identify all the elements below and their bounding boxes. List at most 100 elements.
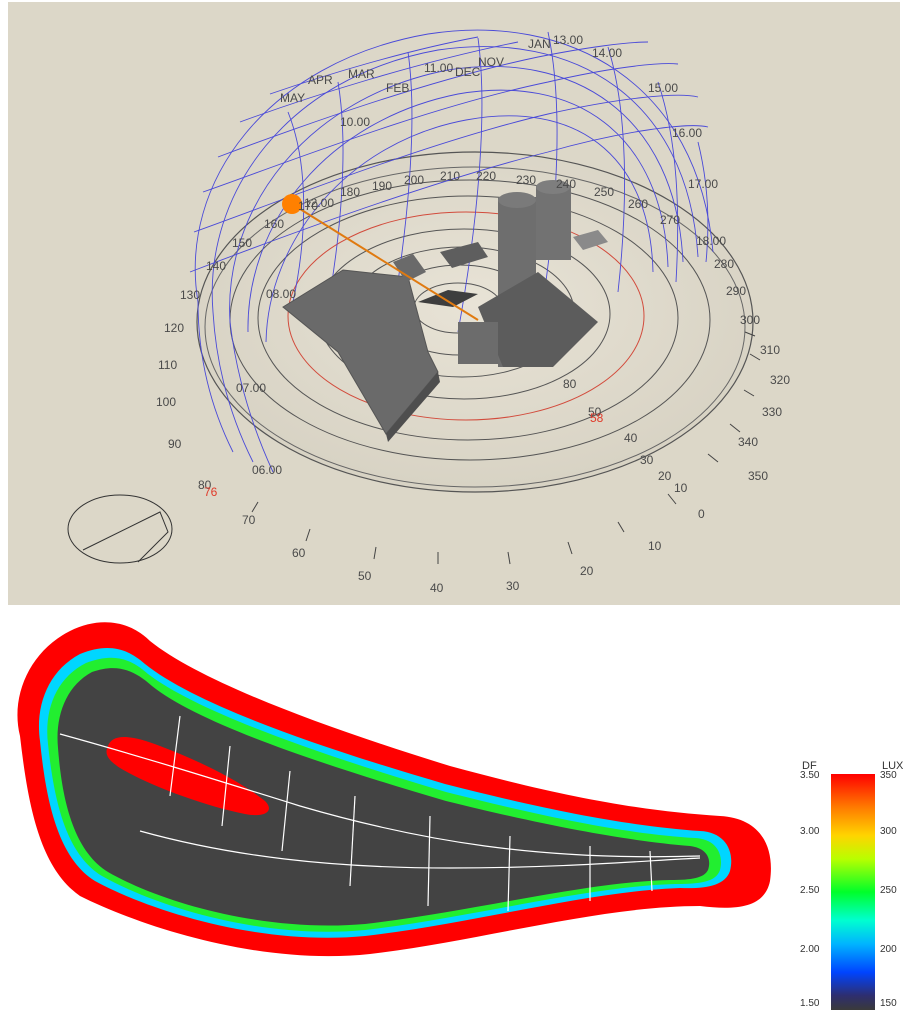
- month-label: DEC: [455, 65, 481, 79]
- azimuth-label: 10: [648, 539, 662, 553]
- legend-df-tick: 2.50: [800, 885, 820, 896]
- window-lines: [59, 715, 701, 912]
- azimuth-label: 320: [770, 373, 790, 387]
- month-label: JAN: [528, 37, 551, 51]
- legend-df-tick: 3.50: [800, 770, 820, 781]
- month-label: MAY: [280, 91, 305, 105]
- azimuth-label: 160: [264, 217, 284, 231]
- hour-label: 15.00: [648, 81, 678, 95]
- azimuth-label: 110: [158, 358, 177, 372]
- month-label: NOV: [478, 55, 504, 69]
- azimuth-label: 70: [242, 513, 256, 527]
- altitude-label: 40: [624, 431, 638, 445]
- azimuth-label: 20: [580, 564, 594, 578]
- legend-lux-header: LUX: [882, 760, 904, 772]
- hour-label: 18.00: [696, 234, 726, 248]
- azimuth-tick: [617, 521, 625, 533]
- hour-label: 16.00: [672, 126, 702, 140]
- altitude-label: 20: [658, 469, 672, 483]
- legend-df-tick: 3.00: [800, 826, 820, 837]
- azimuth-label: 230: [516, 173, 536, 187]
- legend-df-tick: 2.00: [800, 944, 820, 955]
- legend-lux-tick: 300: [880, 826, 897, 837]
- azimuth-label: 260: [628, 197, 648, 211]
- altitude-label: 50: [588, 405, 602, 419]
- hour-label: 07.00: [236, 381, 266, 395]
- azimuth-tick: [707, 453, 719, 463]
- azimuth-tick: [749, 353, 761, 361]
- azimuth-tick: [305, 528, 311, 542]
- azimuth-label: 210: [440, 169, 460, 183]
- hour-label: 17.00: [688, 177, 718, 191]
- sun-position-marker: [282, 194, 302, 214]
- azimuth-label: 30: [506, 579, 520, 593]
- altitude-label: 80: [563, 377, 577, 391]
- compass-inset: [67, 494, 173, 564]
- azimuth-label: 330: [762, 405, 782, 419]
- azimuth-tick: [507, 551, 511, 565]
- azimuth-label: 300: [740, 313, 760, 327]
- azimuth-tick: [251, 501, 259, 513]
- azimuth-label: 310: [760, 343, 780, 357]
- sunpath-panel: 180 190 200 210 220 230 240 250 260 270 280 290 300 3…: [8, 2, 900, 605]
- azimuth-tick: [743, 389, 755, 397]
- azimuth-label: 100: [156, 395, 176, 409]
- azimuth-label: 240: [556, 177, 576, 191]
- month-label: FEB: [386, 81, 409, 95]
- sky-dome: [189, 29, 714, 473]
- azimuth-label: 340: [738, 435, 758, 449]
- azimuth-tick: [729, 423, 741, 433]
- legend-df-tick: 1.50: [800, 998, 820, 1009]
- azimuth-tick: [373, 546, 377, 560]
- legend-lux-tick: 250: [880, 885, 897, 896]
- hour-label: 08.00: [266, 287, 296, 301]
- legend-lux-tick: 350: [880, 770, 897, 781]
- legend-lux-tick: 200: [880, 944, 897, 955]
- azimuth-label: 60: [292, 546, 306, 560]
- sun-ray: [291, 203, 479, 321]
- azimuth-label: 200: [404, 173, 424, 187]
- azimuth-label: 220: [476, 169, 496, 183]
- azimuth-label: 150: [232, 236, 252, 250]
- hour-label: 12.00: [304, 196, 334, 210]
- azimuth-label: 50: [358, 569, 372, 583]
- altitude-marker-label: 58: [590, 411, 604, 425]
- azimuth-tick: [667, 493, 677, 505]
- altitude-label: 30: [640, 453, 654, 467]
- hour-label: 11.00: [424, 61, 453, 75]
- sunpath-labels: 180 190 200 210 220 230 2402502602702802903003…: [156, 33, 790, 595]
- altitude-marker-label: 76: [204, 485, 218, 499]
- azimuth-label: 130: [180, 288, 200, 302]
- azimuth-label: 140: [206, 259, 226, 273]
- azimuth-label: 0: [698, 507, 705, 521]
- azimuth-label: 180: [340, 185, 360, 199]
- legend-lux-tick: 150: [880, 998, 897, 1009]
- horizon-rim: [204, 166, 746, 488]
- sunpath-diagram: 180 190 200 210 220 230 2402502602702802903003…: [67, 29, 790, 595]
- azimuth-label: 250: [594, 185, 614, 199]
- azimuth-tick: [744, 331, 756, 337]
- azimuth-label: 350: [748, 469, 768, 483]
- altitude-label: 10: [674, 481, 688, 495]
- azimuth-label: 40: [430, 581, 444, 595]
- azimuth-tick: [567, 541, 573, 555]
- legend-df-header: DF: [802, 760, 817, 772]
- month-label: APR: [308, 73, 333, 87]
- azimuth-label: 280: [714, 257, 734, 271]
- hour-label: 06.00: [252, 463, 282, 477]
- hour-label: 10.00: [340, 115, 370, 129]
- azimuth-label: 90: [168, 437, 182, 451]
- df-region-low-floor: [57, 668, 710, 926]
- month-label: MAR: [348, 67, 375, 81]
- daylight-factor-map: [17, 622, 771, 957]
- df-region-courtyard: [106, 737, 269, 816]
- azimuth-label: 80: [198, 478, 212, 492]
- azimuth-label: 120: [164, 321, 184, 335]
- azimuth-label: 290: [726, 284, 746, 298]
- azimuth-label: 270: [660, 213, 680, 227]
- azimuth-label: 170: [298, 199, 318, 213]
- hour-label: 13.00: [553, 33, 583, 47]
- hour-label: 14.00: [592, 46, 622, 60]
- building-models: [282, 180, 608, 442]
- color-legend: DF LUX 3.50 3.00 2.50 2.00 1.50 350 300 …: [800, 760, 904, 1011]
